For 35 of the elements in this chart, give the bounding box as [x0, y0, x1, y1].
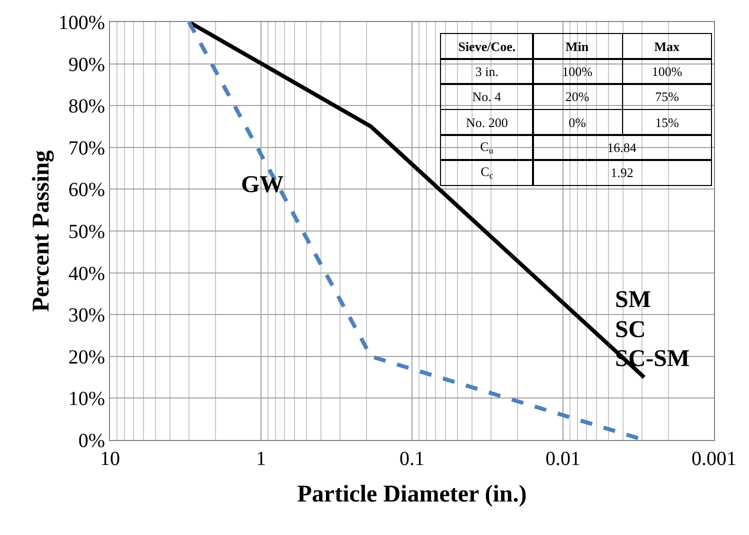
y-tick-label: 20% [68, 346, 105, 368]
y-tick-label: 30% [68, 304, 105, 327]
annotation: No. 4 [472, 88, 502, 104]
x-tick-label: 0.1 [400, 448, 424, 470]
x-tick-label: 0.001 [692, 448, 736, 470]
annotation: GW [241, 172, 284, 198]
y-tick-label: 100% [58, 12, 105, 34]
y-tick-label: 60% [68, 179, 105, 202]
annotation: 20% [565, 88, 590, 104]
annotation: Max [654, 38, 680, 54]
annotation: C$_{c}$ [480, 164, 494, 181]
annotation: 15% [655, 114, 680, 130]
annotation: 0% [568, 114, 586, 130]
annotation: C$_{u}$ [480, 138, 494, 156]
annotation: Sieve/Coe. [458, 38, 516, 54]
x-tick-label: 1 [256, 448, 266, 470]
annotation: 16.84 [607, 140, 637, 155]
annotation: SM [615, 287, 651, 313]
y-tick-label: 80% [68, 96, 105, 118]
annotation: No. 200 [466, 114, 508, 130]
y-tick-label: 10% [68, 388, 105, 410]
y-tick-label: 40% [68, 262, 105, 285]
y-tick-label: 70% [68, 137, 105, 160]
y-tick-label: 90% [68, 54, 105, 76]
annotation: Min [565, 38, 590, 54]
y-axis-title: Percent Passing [28, 150, 54, 312]
annotation: 3 in. [475, 64, 498, 79]
y-tick-label: 50% [68, 221, 105, 243]
annotation: SC [615, 317, 646, 343]
x-tick-label: 0.01 [546, 448, 580, 470]
annotation: 100% [652, 64, 682, 79]
annotation: 100% [562, 64, 593, 79]
annotation: 75% [655, 88, 680, 104]
x-axis-title: Particle Diameter (in.) [297, 481, 527, 508]
annotation: 1.92 [610, 164, 634, 180]
